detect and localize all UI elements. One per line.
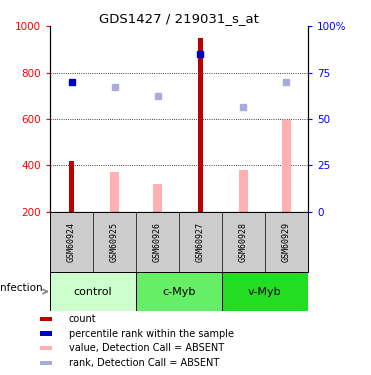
Text: value, Detection Call = ABSENT: value, Detection Call = ABSENT	[69, 343, 224, 353]
Text: GSM60929: GSM60929	[282, 222, 291, 262]
Bar	[40, 317, 52, 321]
Text: GSM60928: GSM60928	[239, 222, 248, 262]
Text: GSM60926: GSM60926	[153, 222, 162, 262]
Text: percentile rank within the sample: percentile rank within the sample	[69, 328, 234, 339]
Bar	[69, 161, 74, 212]
Text: c-Myb: c-Myb	[162, 286, 196, 297]
Text: GSM60924: GSM60924	[67, 222, 76, 262]
Bar	[40, 346, 52, 350]
Bar	[222, 272, 308, 311]
Bar	[40, 332, 52, 336]
Text: rank, Detection Call = ABSENT: rank, Detection Call = ABSENT	[69, 358, 219, 368]
Bar	[40, 361, 52, 365]
Bar	[239, 170, 248, 212]
Bar	[198, 38, 203, 212]
Bar	[110, 172, 119, 212]
Title: GDS1427 / 219031_s_at: GDS1427 / 219031_s_at	[99, 12, 259, 25]
Bar	[153, 184, 162, 212]
Text: GSM60925: GSM60925	[110, 222, 119, 262]
Bar	[136, 272, 222, 311]
Text: count: count	[69, 314, 96, 324]
Text: v-Myb: v-Myb	[248, 286, 282, 297]
Text: control: control	[74, 286, 112, 297]
Bar	[282, 120, 291, 212]
Bar	[50, 272, 136, 311]
Text: GSM60927: GSM60927	[196, 222, 205, 262]
Text: infection: infection	[0, 283, 43, 293]
